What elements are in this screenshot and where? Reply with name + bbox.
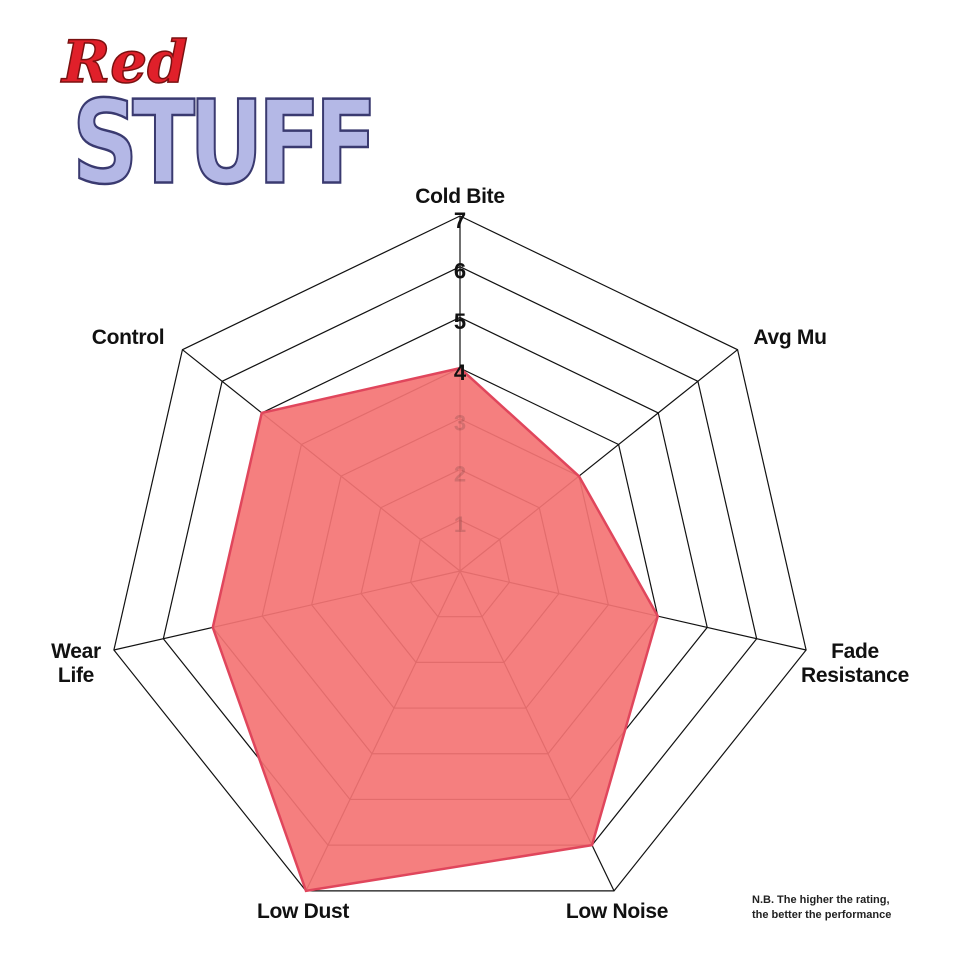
grid-ring [113, 215, 807, 892]
axis-label: Avg Mu [753, 326, 827, 349]
axis-label: Low Noise [565, 900, 669, 923]
axis-label: Cold Bite [415, 185, 505, 208]
axis-label: Low Dust [256, 900, 350, 923]
note-line: N.B. The higher the rating, [752, 894, 890, 906]
axis-label: Wear Life [51, 640, 101, 687]
tick-label: 6 [454, 259, 466, 284]
tick-label: 4 [454, 360, 467, 385]
note: N.B. The higher the rating, the better t… [752, 893, 891, 923]
note-line: the better the performance [752, 909, 892, 921]
tick-label: 5 [454, 309, 466, 334]
axis-label: Control [91, 326, 165, 349]
tick-label: 2 [454, 461, 466, 486]
tick-label: 7 [454, 208, 466, 233]
logo-stuff: STUFF [71, 75, 378, 211]
logo-red: Red [61, 27, 188, 97]
axis-label: Fade Resistance [801, 640, 909, 687]
data-area [211, 366, 660, 893]
tick-label: 1 [454, 512, 466, 537]
tick-label: 3 [454, 411, 466, 436]
